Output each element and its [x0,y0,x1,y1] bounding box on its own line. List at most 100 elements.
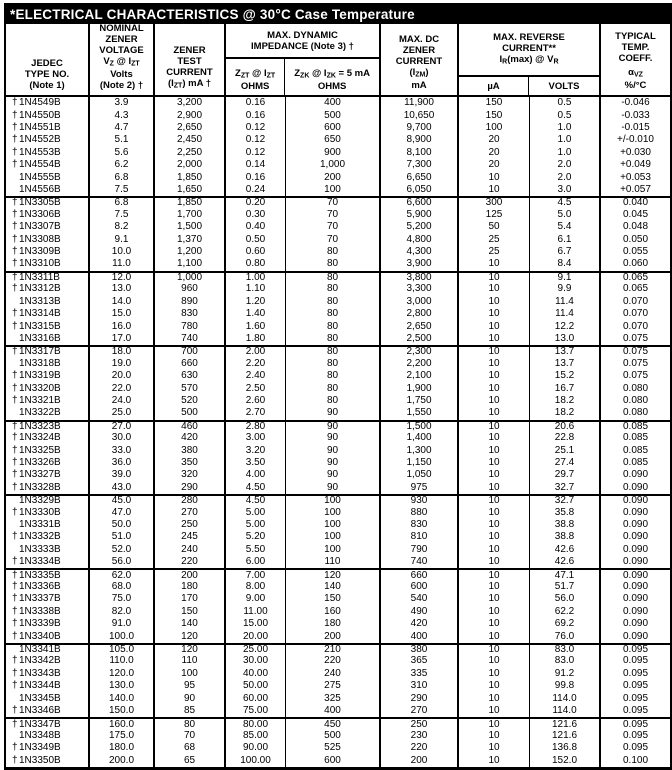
ir-max-ua: 10 [459,742,530,755]
ir-max-ua: 10 [459,307,530,321]
jedec-type-no: † 1N3328B [6,481,90,494]
type-number: 1N3328B [19,481,61,493]
zener-test-current-ma: 120 [155,630,226,643]
zener-voltage-volts: 52.0 [90,543,155,557]
dagger-mark: † [12,718,18,730]
table-row: † 1N3336B 68.0 180 8.00 140 600 10 51.7 0.090 [6,580,670,594]
ir-max-ua: 10 [459,481,530,494]
header-ua: µA [459,77,529,95]
dagger-mark: † [12,146,18,158]
zener-voltage-volts: 22.0 [90,382,155,395]
izm-ma: 420 [381,618,459,631]
vr-volts: 2.0 [530,171,601,184]
vr-volts: 42.6 [530,543,601,557]
dagger-mark: † [12,469,18,481]
temp-coeff: 0.095 [622,718,649,730]
zener-test-current-ma: 2,450 [155,134,226,147]
jedec-type-no: † 1N3347B [6,718,90,730]
header-zzt-ohms: ZZT @ IZT OHMS [226,59,286,95]
zzk-ohms: 600 [286,121,381,135]
zener-test-current-ma: 320 [155,469,226,482]
zzt-ohms: 3.00 [226,431,286,445]
vr-volts: 121.6 [530,719,601,730]
zzk-ohms: 90 [286,469,381,482]
vr-volts: 42.6 [530,556,601,569]
zzk-ohms: 650 [286,134,381,147]
header-max-dynamic-impedance-label: MAX. DYNAMIC IMPEDANCE (Note 3) † [226,24,379,59]
ir-max-ua: 10 [459,729,530,743]
type-number: 1N3307B [19,221,61,233]
vr-volts: 114.0 [530,692,601,705]
izm-ma: 2,300 [381,347,459,358]
jedec-type-no: † 1N3337B [6,593,90,606]
type-number: 1N3325B [19,444,61,456]
dagger-mark: † [12,618,18,630]
table-row: † 1N3337B 75.0 170 9.00 150 540 10 56.0 0.090 [6,593,670,606]
dagger-mark: † [12,122,18,134]
izm-ma: 810 [381,531,459,544]
vr-volts: 1.0 [530,146,601,160]
table-row: † 1N4552B 5.1 2,450 0.12 650 8,900 20 1.0 +/-0.01… [6,134,670,147]
type-number: 1N3340B [19,630,61,642]
vr-volts: 13.7 [530,357,601,370]
jedec-type-no: 1N3331B [6,518,90,532]
header-nominal-zener-voltage: NOMINAL ZENER VOLTAGE VZ @ IZT Volts (Note 2)… [90,23,155,95]
zzk-ohms: 160 [286,605,381,619]
zener-voltage-volts: 39.0 [90,469,155,482]
table-row: † 1N4553B 5.6 2,250 0.12 900 8,100 20 1.0 +0.030 [6,146,670,160]
zzk-ohms: 90 [286,456,381,470]
temp-coeff: 0.050 [622,233,649,245]
zzk-ohms: 210 [286,644,381,656]
type-number: 1N3327B [19,469,61,481]
zener-voltage-volts: 82.0 [90,605,155,619]
temp-coeff: 0.095 [622,692,649,704]
jedec-type-no: † 1N3335B [6,570,90,581]
zener-voltage-volts: 17.0 [90,332,155,346]
zzt-ohms: 90.00 [226,742,286,755]
jedec-type-no: † 1N3320B [6,382,90,395]
zener-voltage-volts: 20.0 [90,369,155,383]
dagger-mark: † [12,394,18,406]
type-number: 1N3350B [19,754,61,766]
vr-volts: 6.1 [530,233,601,246]
zener-voltage-volts: 8.2 [90,221,155,234]
zener-voltage-volts: 6.8 [90,171,155,184]
jedec-type-no: 1N3333B [6,543,90,557]
temp-coeff: 0.085 [622,444,649,456]
temp-coeff: +0.057 [620,184,651,196]
temp-coeff: 0.095 [622,655,649,667]
zener-test-current-ma: 1,100 [155,258,226,271]
table-row: 1N3331B 50.0 250 5.00 100 830 10 38.8 0.090 [6,518,670,532]
zener-voltage-volts: 27.0 [90,421,155,432]
zzk-ohms: 500 [286,109,381,122]
table-row: 1N3345B 140.0 90 60.00 325 290 10 114.0 0.095 [6,692,670,705]
temp-coeff: 0.090 [622,543,649,555]
jedec-type-no: † 1N3339B [6,618,90,631]
dagger-mark: † [12,593,18,605]
jedec-type-no: † 1N3332B [6,531,90,544]
zener-voltage-volts: 10.0 [90,245,155,259]
type-number: 1N4550B [19,109,61,121]
zzk-ohms: 70 [286,221,381,234]
temp-coeff: 0.085 [622,432,649,444]
zener-test-current-ma: 70 [155,729,226,743]
zener-voltage-volts: 9.1 [90,233,155,246]
zzt-ohms: 0.24 [226,183,286,197]
zener-test-current-ma: 2,250 [155,146,226,160]
dagger-mark: † [12,630,18,642]
temp-coeff: 0.090 [622,495,649,507]
zzt-ohms: 85.00 [226,729,286,743]
jedec-type-no: † 1N3321B [6,394,90,408]
zener-voltage-volts: 12.0 [90,272,155,284]
temp-coeff: 0.090 [622,618,649,630]
table-row: † 1N3327B 39.0 320 4.00 90 1,050 10 29.7 0.090 [6,469,670,482]
dagger-mark: † [12,370,18,382]
ir-max-ua: 10 [459,719,530,730]
dagger-mark: † [12,283,18,295]
ir-max-ua: 10 [459,580,530,594]
vr-volts: 25.1 [530,444,601,457]
header-typical-temp-coeff: TYPICAL TEMP. COEFF. αVZ %/°C [615,30,656,92]
jedec-type-no: † 1N3310B [6,258,90,271]
ir-max-ua: 10 [459,570,530,581]
type-number: 1N3319B [19,370,61,382]
